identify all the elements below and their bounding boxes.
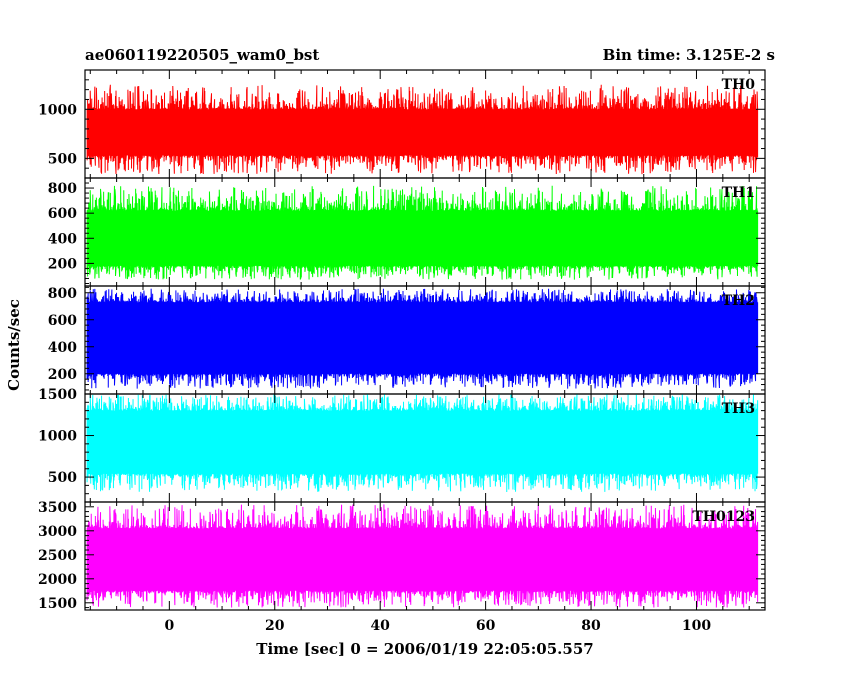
y-tick-label-th1: 400 [48,231,77,247]
panels-group: 500 1000 TH0 200 400 600 800 TH1 200 400 600 800 TH2… [38,69,766,612]
panel-label-th2: TH2 [722,293,755,309]
y-tick-label-th1: 800 [48,181,77,197]
y-tick-label-th1: 600 [48,206,77,222]
x-tick-label: 20 [265,618,285,634]
y-tick-label-th0: 500 [48,151,77,167]
series-th2-trace [86,288,759,389]
x-tick-label: 40 [370,618,390,634]
y-tick-label-th0123: 1500 [38,596,77,612]
x-axis-label: Time [sec] 0 = 2006/01/19 22:05:05.557 [256,640,593,658]
series-th3-trace [86,393,759,493]
series-th0123-trace [86,504,759,608]
panel-frame [84,501,766,611]
chart-title: ae060119220505_wam0_bst [85,46,319,64]
panel-label-th0: TH0 [722,77,756,93]
x-tick-label: 80 [581,618,601,634]
series-th1-trace [86,185,759,280]
x-tick-label: 60 [476,618,496,634]
panel-th0123: 1500 2000 2500 3000 3500 TH0123 [38,500,766,612]
series-th0-trace [86,84,759,175]
y-tick-label-th0123: 3000 [38,524,77,540]
x-tick-label: 100 [682,618,711,634]
panel-label-th3: TH3 [722,401,755,417]
y-tick-label-th0123: 2500 [38,548,77,564]
y-tick-label-th2: 400 [48,340,77,356]
y-tick-label-th2: 200 [48,367,77,383]
y-tick-label-th0: 1000 [38,102,77,118]
panel-th1: 200 400 600 800 TH1 [48,177,766,287]
x-axis-tick-labels: 0 20 40 60 80 100 [164,618,711,634]
y-axis-label: Counts/sec [5,299,23,391]
panel-label-th1: TH1 [722,185,755,201]
y-tick-label-th3: 500 [48,470,77,486]
panel-th0: 500 1000 TH0 [38,69,766,179]
y-tick-label-th0123: 3500 [38,500,77,516]
panel-label-th0123: TH0123 [692,509,755,525]
y-tick-label-th1: 200 [48,256,77,272]
y-tick-label-th3: 1000 [38,429,77,445]
y-tick-label-th3: 1500 [38,387,77,403]
panel-th2: 200 400 600 800 TH2 [48,285,766,395]
panel-th3: 500 1000 1500 TH3 [38,387,766,503]
x-tick-label: 0 [164,618,174,634]
y-tick-label-th0123: 2000 [38,572,77,588]
bin-time-label: Bin time: 3.125E-2 s [603,46,775,64]
y-tick-label-th2: 800 [48,286,77,302]
y-tick-label-th2: 600 [48,313,77,329]
